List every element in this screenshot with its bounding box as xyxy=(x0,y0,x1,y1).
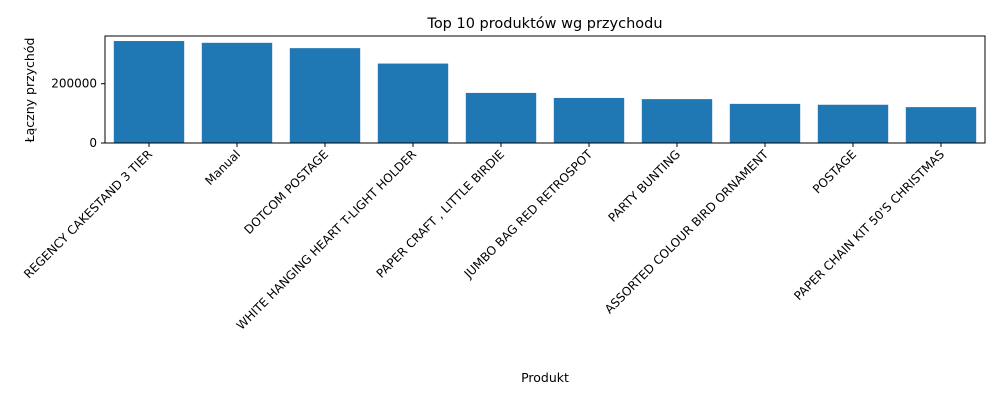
bar xyxy=(905,107,977,143)
y-tick-label: 200000 xyxy=(51,77,97,91)
bar xyxy=(377,63,449,144)
bar xyxy=(553,97,625,143)
bar xyxy=(289,48,361,143)
bar xyxy=(729,103,801,143)
y-ticks-group: 0 200000 xyxy=(51,77,105,150)
x-tick-label: DOTCOM POSTAGE xyxy=(241,147,331,237)
bar xyxy=(641,99,713,143)
y-axis-label: Łączny przychód xyxy=(22,38,37,144)
bar xyxy=(113,41,185,143)
x-tick-label: ASSORTED COLOUR BIRD ORNAMENT xyxy=(602,147,772,317)
bars-group xyxy=(113,41,977,144)
x-tick-label: PAPER CHAIN KIT 50'S CHRISTMAS xyxy=(791,147,947,303)
x-tick-label: POSTAGE xyxy=(810,147,859,196)
bar xyxy=(465,92,537,143)
x-tick-label: REGENCY CAKESTAND 3 TIER xyxy=(21,147,155,281)
x-tick-label: Manual xyxy=(202,147,243,188)
y-tick-label: 0 xyxy=(89,136,97,150)
x-tick-label: WHITE HANGING HEART T-LIGHT HOLDER xyxy=(234,147,419,332)
bar xyxy=(817,104,889,143)
x-axis-label: Produkt xyxy=(521,370,569,385)
x-tick-label: PARTY BUNTING xyxy=(606,147,684,225)
bar xyxy=(201,42,273,144)
plot-area-frame xyxy=(104,35,986,144)
chart-title: Top 10 produktów wg przychodu xyxy=(426,16,662,32)
